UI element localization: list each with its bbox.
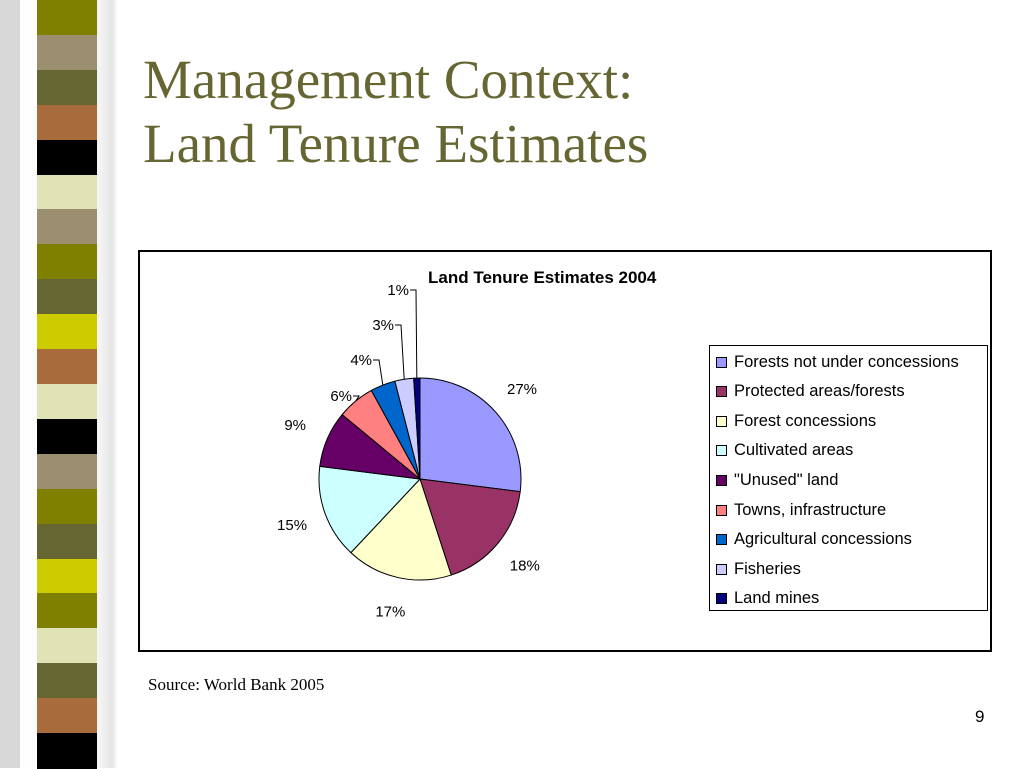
stripe-block <box>37 314 97 351</box>
pie-data-label: 27% <box>507 381 537 398</box>
legend-label: Agricultural concessions <box>734 530 912 549</box>
pie-slice-forests-not-under-concessions <box>419 377 522 493</box>
stripe-block <box>37 523 97 560</box>
stripe-block <box>37 558 97 595</box>
stripe-block <box>37 698 97 735</box>
legend-item: Agricultural concessions <box>716 529 912 551</box>
legend-label: Forest concessions <box>734 411 877 430</box>
stripe-block <box>37 593 97 630</box>
legend-swatch <box>716 593 727 605</box>
stripe-block <box>37 418 97 455</box>
pie-data-label: 1% <box>387 282 409 299</box>
legend-swatch <box>716 474 727 486</box>
legend-item: Forest concessions <box>716 410 876 432</box>
legend-swatch <box>716 563 727 575</box>
legend-label: "Unused" land <box>734 470 839 489</box>
stripe-block <box>37 174 97 211</box>
stripe-block <box>37 453 97 490</box>
legend-swatch <box>716 445 727 457</box>
stripe-block <box>37 663 97 700</box>
legend-item: "Unused" land <box>716 469 838 491</box>
stripe-block <box>37 0 97 36</box>
stripe-block <box>37 488 97 525</box>
leader-line <box>410 289 418 379</box>
chart-title: Land Tenure Estimates 2004 <box>428 268 657 287</box>
legend-swatch <box>716 504 727 516</box>
pie-data-label: 9% <box>284 417 306 434</box>
slide-title-line2: Land Tenure Estimates <box>143 113 649 174</box>
legend-swatch <box>716 534 727 546</box>
legend-label: Protected areas/forests <box>734 382 905 401</box>
legend-item: Protected areas/forests <box>716 381 905 403</box>
stripe-block <box>37 349 97 385</box>
leader-line <box>395 324 405 380</box>
legend-label: Fisheries <box>734 559 801 578</box>
legend-swatch <box>716 356 727 368</box>
pie-data-label: 17% <box>375 604 405 621</box>
stripe-block <box>37 733 97 769</box>
legend-label: Towns, infrastructure <box>734 500 887 519</box>
page-number: 9 <box>975 707 985 726</box>
legend-label: Forests not under concessions <box>734 352 959 371</box>
chart-legend: Forests not under concessions Protected a… <box>709 345 988 611</box>
legend-swatch <box>716 386 727 398</box>
stripe-block <box>37 69 97 106</box>
pie-slice-protected-areas-forests <box>419 478 521 576</box>
stripe-block <box>37 209 97 246</box>
legend-item: Land mines <box>716 588 819 610</box>
stripe-band <box>37 0 97 769</box>
legend-item: Fisheries <box>716 558 801 580</box>
pie-data-label: 3% <box>372 317 394 334</box>
slide-title: Management Context: Land Tenure Estimate… <box>143 48 648 176</box>
stripe-block <box>37 244 97 281</box>
legend-item: Forests not under concessions <box>716 351 959 373</box>
pie-slice-forest-concessions <box>350 478 452 581</box>
legend-label: Land mines <box>734 589 820 608</box>
legend-item: Cultivated areas <box>716 440 853 462</box>
leader-line <box>373 359 384 386</box>
stripe-block <box>37 279 97 316</box>
pie-data-label: 4% <box>350 352 372 369</box>
slide-title-line1: Management Context: <box>143 49 634 110</box>
decorative-side-stripe <box>0 0 118 769</box>
pie-data-label: 18% <box>510 558 540 575</box>
pie-data-label: 6% <box>330 388 352 405</box>
leader-line <box>353 395 360 402</box>
stripe-block <box>37 104 97 141</box>
stripe-block <box>37 628 97 665</box>
pie-slice-cultivated-areas <box>318 465 422 554</box>
stripe-block <box>37 139 97 176</box>
legend-item: Towns, infrastructure <box>716 499 886 521</box>
source-note: Source: World Bank 2005 <box>148 675 325 694</box>
legend-swatch <box>716 415 727 427</box>
stripe-block <box>37 384 97 420</box>
stripe-block <box>37 34 97 71</box>
pie-data-label: 15% <box>277 517 307 534</box>
legend-label: Cultivated areas <box>734 441 854 460</box>
